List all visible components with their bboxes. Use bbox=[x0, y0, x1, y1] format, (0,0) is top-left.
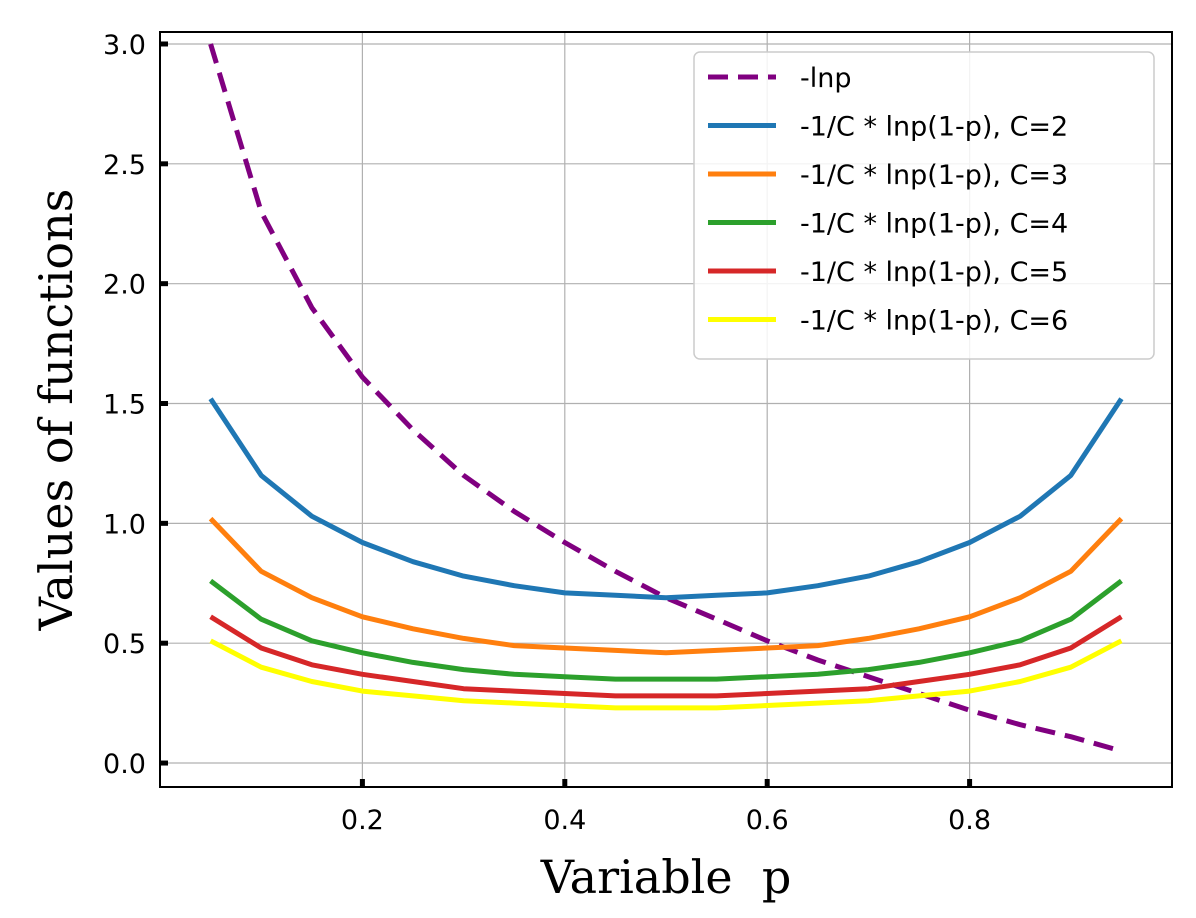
x-tick-label: 0.2 bbox=[341, 805, 384, 836]
series-line-4 bbox=[209, 614, 1123, 699]
x-axis-title: Variable p bbox=[540, 850, 792, 904]
y-tick-label: 2.0 bbox=[103, 270, 146, 301]
x-tick-label: 0.8 bbox=[948, 805, 991, 836]
y-tick-label: 1.0 bbox=[103, 509, 146, 540]
x-tick-label: 0.4 bbox=[543, 805, 586, 836]
y-axis-title: Values of functions bbox=[29, 189, 83, 632]
y-tick-label: 0.5 bbox=[103, 629, 146, 660]
series-line-3 bbox=[209, 578, 1123, 682]
plot-frame bbox=[159, 31, 1173, 788]
series-line-0 bbox=[208, 43, 1123, 754]
legend-box bbox=[693, 51, 1155, 360]
x-tick-label: 0.6 bbox=[746, 805, 789, 836]
y-tick-label: 0.0 bbox=[103, 749, 146, 780]
legend-label-5: -1/C * lnp(1-p), C=6 bbox=[800, 306, 1068, 337]
legend-label-4: -1/C * lnp(1-p), C=5 bbox=[800, 257, 1068, 288]
legend-label-0: -lnp bbox=[800, 63, 852, 94]
y-tick-label: 2.5 bbox=[103, 150, 146, 181]
axis-ticks: 0.2 0.4 0.6 0.8 0.0 0.5 1.0 1.5 2.0 2.5 3.0 bbox=[103, 30, 991, 836]
series-lines bbox=[208, 43, 1124, 754]
y-tick-label: 1.5 bbox=[103, 390, 146, 421]
series-line-1 bbox=[208, 397, 1124, 601]
legend-label-3: -1/C * lnp(1-p), C=4 bbox=[800, 209, 1068, 240]
legend-label-2: -1/C * lnp(1-p), C=3 bbox=[800, 160, 1068, 191]
series-line-5 bbox=[209, 638, 1123, 711]
legend: -lnp -1/C * lnp(1-p), C=2 -1/C * lnp(1-p),… bbox=[693, 51, 1155, 360]
y-tick-label: 3.0 bbox=[103, 30, 146, 61]
legend-label-1: -1/C * lnp(1-p), C=2 bbox=[800, 112, 1068, 143]
series-line-2 bbox=[208, 516, 1124, 656]
